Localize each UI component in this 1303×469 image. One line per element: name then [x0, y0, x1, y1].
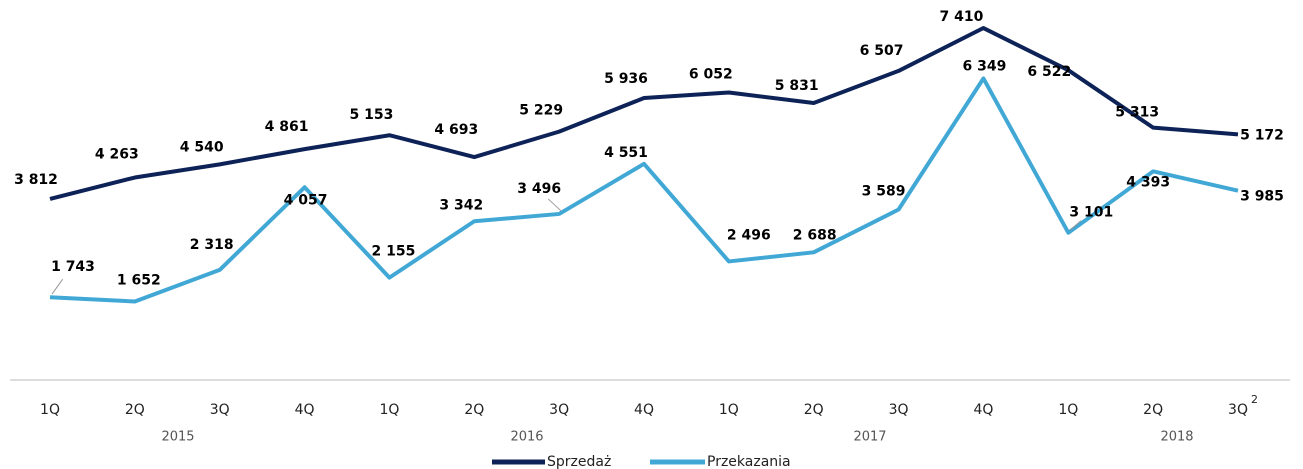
- value-label: 4 393: [1126, 174, 1170, 190]
- value-label: 4 861: [265, 119, 309, 135]
- value-label: 4 693: [434, 122, 478, 138]
- x-tick-label: 2Q: [804, 402, 824, 418]
- legend-label: Przekazania: [707, 454, 791, 469]
- value-label: 3 496: [517, 181, 561, 197]
- year-label: 2016: [510, 430, 543, 445]
- value-label: 6 349: [963, 58, 1007, 74]
- x-tick-label: 4Q: [973, 402, 993, 418]
- x-tick-label: 2Q: [1143, 402, 1163, 418]
- value-label: 4 540: [180, 139, 224, 155]
- series-line: [49, 26, 1239, 201]
- x-tick-label: 3Q: [210, 402, 230, 418]
- series-line: [49, 76, 1239, 304]
- value-label: 3 589: [862, 184, 906, 200]
- x-tick-label: 4Q: [295, 402, 315, 418]
- value-label: 3 985: [1240, 189, 1284, 205]
- x-tick-label: 3Q: [1228, 402, 1248, 418]
- value-label: 5 172: [1240, 127, 1284, 143]
- leader-line: [547, 198, 562, 212]
- value-label: 3 342: [439, 197, 483, 213]
- value-label: 3 812: [14, 172, 58, 188]
- value-label: 4 057: [284, 192, 328, 208]
- legend-label: Sprzedaż: [547, 454, 611, 469]
- value-label: 6 052: [689, 67, 733, 83]
- x-tick-label: 1Q: [1058, 402, 1078, 418]
- value-label: 1 743: [51, 259, 95, 275]
- x-tick-label: 4Q: [634, 402, 654, 418]
- value-label: 5 313: [1115, 105, 1159, 121]
- value-label: 6 507: [860, 43, 904, 59]
- x-tick-label: 2Q: [125, 402, 145, 418]
- year-label: 2015: [161, 430, 194, 445]
- year-label: 2018: [1160, 430, 1193, 445]
- value-label: 7 410: [940, 9, 984, 25]
- value-label: 5 229: [519, 103, 563, 119]
- value-label: 2 155: [372, 244, 416, 260]
- value-label: 5 831: [775, 78, 819, 94]
- x-tick-label: 1Q: [379, 402, 399, 418]
- value-label: 2 318: [190, 237, 234, 253]
- value-label: 1 652: [117, 273, 161, 289]
- x-tick-label: 3Q: [889, 402, 909, 418]
- value-label: 6 522: [1027, 64, 1071, 80]
- value-label: 2 688: [793, 227, 837, 243]
- leader-line: [51, 278, 64, 295]
- value-label: 4 263: [95, 147, 139, 163]
- value-label: 2 496: [727, 227, 771, 243]
- value-label: 4 551: [604, 145, 648, 161]
- value-label: 5 936: [604, 71, 648, 87]
- x-tick-label: 3Q: [549, 402, 569, 418]
- value-label: 3 101: [1069, 205, 1113, 221]
- leader-line: [1069, 220, 1082, 231]
- x-tick-label: 2Q: [464, 402, 484, 418]
- x-tick-label: 1Q: [40, 402, 60, 418]
- footnote-mark: 2: [1251, 393, 1258, 406]
- value-label: 5 153: [350, 107, 394, 123]
- year-label: 2017: [853, 430, 886, 445]
- x-tick-label: 1Q: [719, 402, 739, 418]
